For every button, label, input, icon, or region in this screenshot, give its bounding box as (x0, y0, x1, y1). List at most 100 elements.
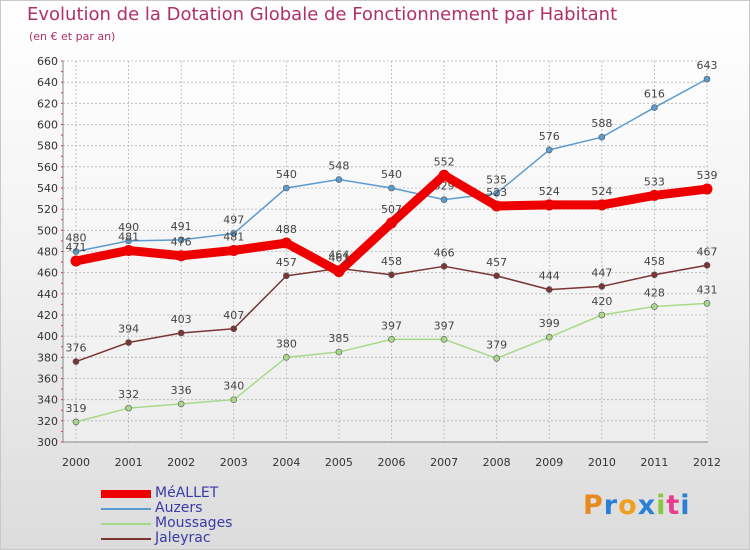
data-point (123, 244, 135, 256)
data-label: 490 (118, 221, 139, 234)
data-point (491, 200, 503, 212)
data-point (70, 255, 82, 267)
y-tick-label: 340 (37, 394, 58, 407)
series-méallet: 471 481 476 481 488 461 507 552 523 524 524 533 539 (66, 155, 718, 278)
data-point (493, 189, 500, 197)
proxiti-logo: Proxiti (583, 490, 691, 521)
data-label: 380 (276, 337, 297, 350)
data-point (333, 266, 345, 278)
data-label: 643 (697, 59, 718, 72)
data-point (493, 272, 500, 280)
x-tick-label: 2005 (325, 456, 353, 469)
x-tick-label: 2007 (430, 456, 458, 469)
y-tick-label: 640 (37, 76, 58, 89)
data-label: 340 (223, 380, 244, 393)
data-label: 431 (697, 283, 718, 296)
data-point (386, 217, 397, 229)
data-point (493, 355, 500, 362)
data-point (438, 169, 450, 181)
y-tick-label: 660 (37, 55, 58, 68)
data-point (175, 250, 187, 262)
data-label: 399 (539, 317, 560, 330)
data-label: 540 (381, 168, 402, 181)
y-tick-label: 360 (37, 373, 58, 386)
chart-title: Evolution de la Dotation Globale de Fonc… (27, 4, 618, 25)
x-tick-label: 2004 (272, 456, 300, 469)
chart-subtitle: (en € et par an) (29, 30, 116, 43)
legend-swatch (101, 508, 151, 510)
logo-letter: x (637, 490, 657, 521)
legend-label: Jaleyrac (155, 530, 211, 546)
data-point (335, 176, 343, 183)
data-point (335, 348, 343, 356)
data-point (388, 271, 395, 279)
y-tick-label: 460 (37, 267, 58, 280)
data-point (440, 336, 448, 343)
data-label: 476 (171, 236, 192, 249)
data-label: 457 (276, 256, 297, 269)
logo-letter: i (656, 490, 667, 521)
data-point (72, 418, 80, 426)
data-label: 488 (276, 223, 297, 236)
data-label: 480 (66, 232, 87, 245)
data-point (543, 199, 555, 211)
data-point (283, 272, 290, 280)
data-point (701, 183, 713, 195)
data-point (230, 230, 238, 237)
data-point (440, 263, 448, 270)
y-tick-label: 440 (37, 288, 58, 301)
data-point (703, 75, 711, 83)
data-point (72, 248, 80, 255)
y-tick-label: 400 (37, 330, 58, 343)
y-tick-label: 580 (37, 140, 58, 153)
x-tick-label: 2000 (62, 456, 90, 469)
data-point (72, 358, 80, 365)
data-point (651, 303, 658, 310)
data-label: 336 (171, 384, 192, 397)
data-label: 397 (381, 319, 402, 332)
data-label: 523 (486, 186, 507, 199)
data-point (596, 199, 608, 211)
data-label: 458 (644, 255, 665, 268)
data-label: 524 (539, 185, 560, 198)
legend-swatch (101, 490, 151, 498)
y-tick-label: 300 (37, 436, 58, 449)
legend-swatch (101, 523, 151, 525)
series-moussages: 319 332 336 340 380 385 397 397 379 399 420 428 431 (66, 283, 718, 426)
data-point (651, 271, 658, 279)
data-label: 535 (486, 173, 507, 186)
data-label: 420 (591, 295, 612, 308)
y-tick-label: 480 (37, 246, 58, 259)
data-label: 533 (644, 175, 665, 188)
data-label: 491 (171, 220, 192, 233)
data-point (125, 237, 132, 245)
y-tick-label: 420 (37, 309, 58, 322)
y-tick-label: 620 (37, 97, 58, 110)
data-label: 466 (434, 246, 455, 259)
data-label: 588 (591, 117, 612, 130)
logo-letter: P (583, 490, 604, 521)
data-label: 376 (66, 342, 87, 355)
data-label: 407 (223, 309, 244, 322)
data-label: 457 (486, 256, 507, 269)
data-label: 428 (644, 287, 665, 300)
logo-letter: o (618, 490, 638, 521)
legend-item: Auzers (101, 500, 321, 516)
data-point (177, 236, 185, 244)
data-point (388, 184, 395, 192)
x-tick-label: 2003 (220, 456, 248, 469)
data-label: 464 (328, 248, 349, 261)
x-tick-label: 2001 (115, 456, 143, 469)
data-label: 616 (644, 88, 665, 101)
y-tick-label: 540 (37, 182, 58, 195)
data-point (280, 237, 292, 249)
data-point (283, 184, 290, 192)
data-point (228, 244, 240, 256)
data-label: 332 (118, 388, 139, 401)
data-point (230, 396, 238, 403)
data-point (703, 300, 711, 307)
y-tick-label: 320 (37, 415, 58, 428)
